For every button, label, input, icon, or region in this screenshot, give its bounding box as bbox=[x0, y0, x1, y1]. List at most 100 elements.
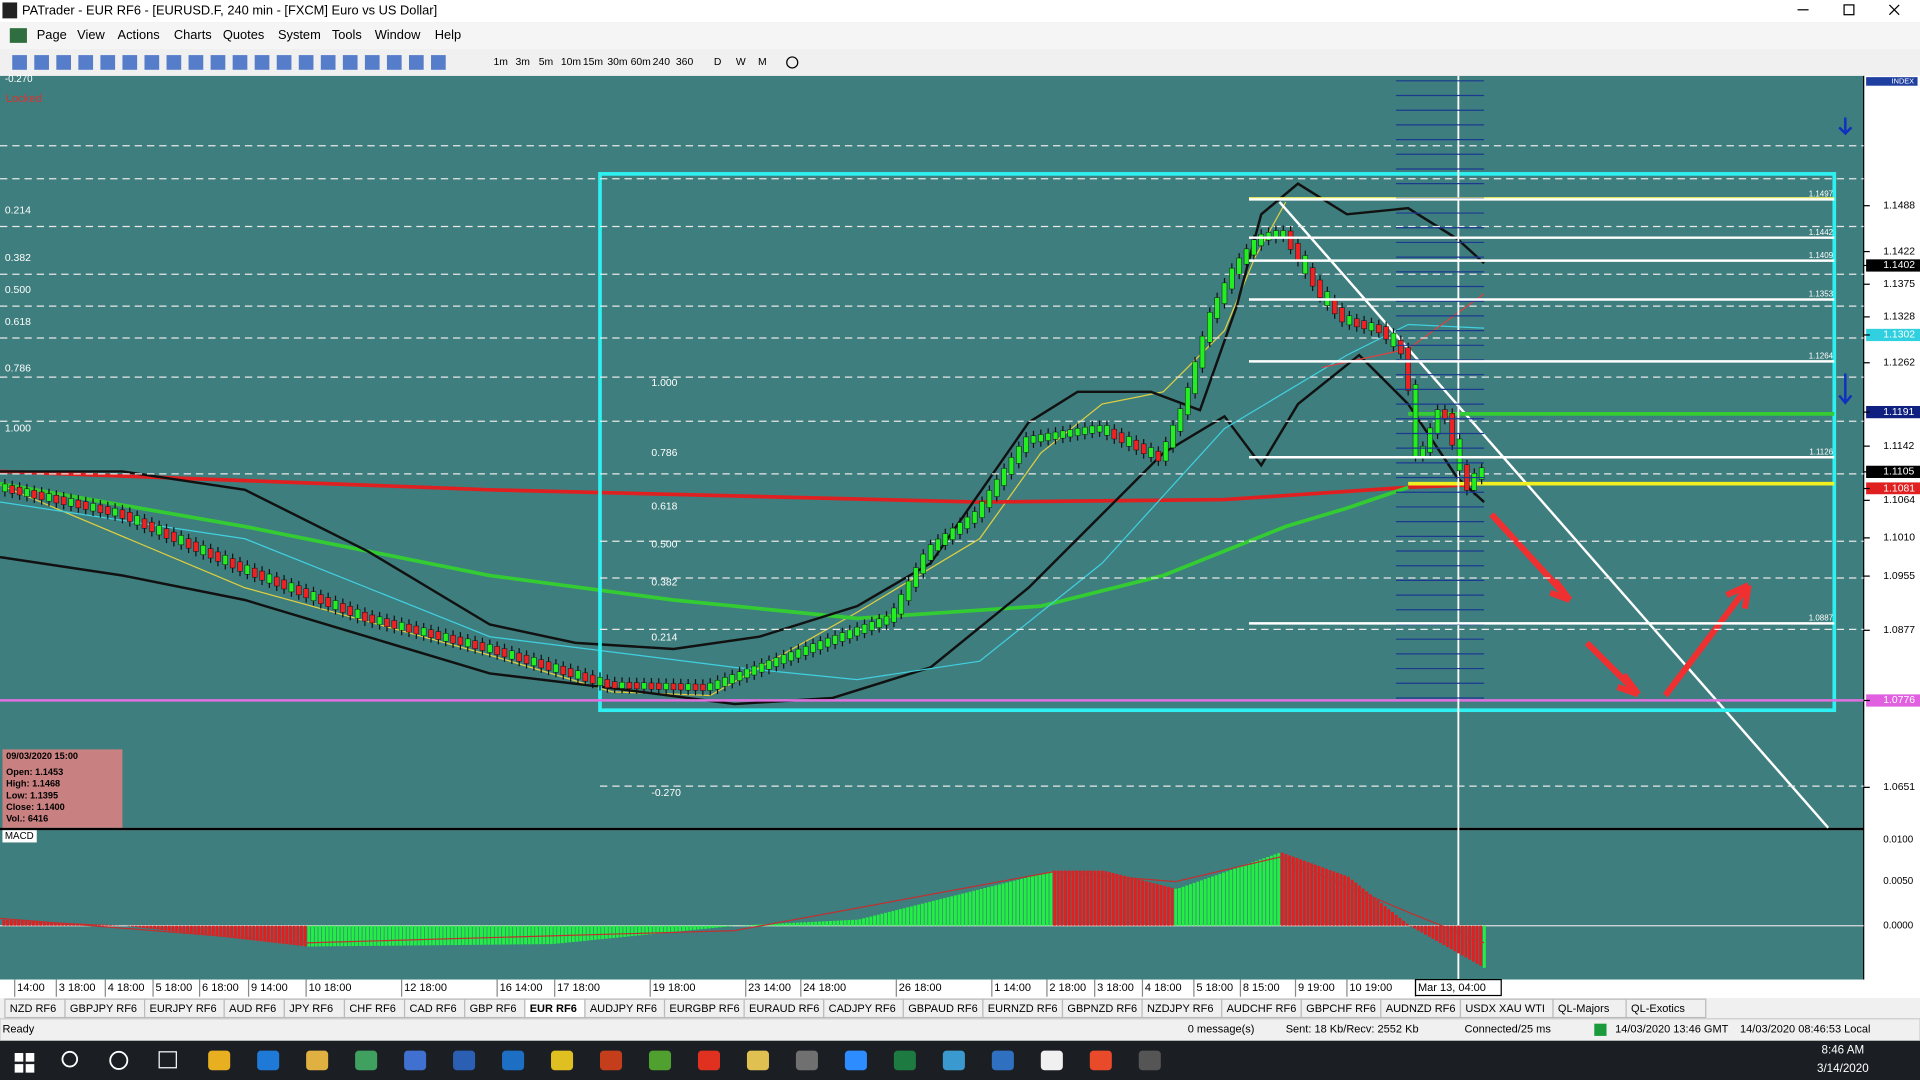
tool-button[interactable] bbox=[276, 55, 292, 70]
taskbar-app[interactable] bbox=[257, 1050, 280, 1071]
tool-button[interactable] bbox=[364, 55, 380, 70]
menu-item[interactable]: System bbox=[278, 27, 321, 42]
taskbar-app[interactable] bbox=[355, 1050, 378, 1071]
timeframe-button[interactable]: 15m bbox=[583, 57, 603, 68]
tab-label[interactable]: CADJPY RF6 bbox=[829, 1003, 896, 1015]
tool-button[interactable] bbox=[210, 55, 226, 70]
tab-label[interactable]: NZD RF6 bbox=[10, 1003, 57, 1015]
tool-button[interactable] bbox=[34, 55, 49, 70]
tab-label[interactable]: GBPNZD RF6 bbox=[1067, 1003, 1137, 1015]
timeframe-button[interactable]: 30m bbox=[607, 57, 627, 68]
menu-item[interactable]: Actions bbox=[118, 27, 160, 42]
taskbar-app[interactable] bbox=[600, 1050, 623, 1071]
taskbar-app[interactable] bbox=[1138, 1050, 1161, 1071]
tool-button[interactable] bbox=[431, 55, 446, 70]
tab-label[interactable]: AUD RF6 bbox=[229, 1003, 276, 1015]
tab-label[interactable]: JPY RF6 bbox=[289, 1003, 333, 1015]
tool-button[interactable] bbox=[298, 55, 314, 70]
tool-button[interactable] bbox=[100, 55, 116, 70]
candle bbox=[722, 677, 728, 687]
menu-item[interactable]: Charts bbox=[174, 27, 212, 42]
timeframe-button[interactable]: 5m bbox=[539, 57, 553, 68]
tab-label[interactable]: AUDJPY RF6 bbox=[590, 1003, 657, 1015]
macd-bar bbox=[557, 925, 561, 944]
taskbar-app[interactable] bbox=[893, 1050, 916, 1071]
tool-button[interactable] bbox=[342, 55, 358, 70]
taskbar-app[interactable] bbox=[1040, 1050, 1063, 1071]
macd-bar bbox=[1361, 888, 1365, 926]
tool-button[interactable] bbox=[232, 55, 248, 70]
tab-label[interactable]: GBPAUD RF6 bbox=[908, 1003, 978, 1015]
tab-label[interactable]: QL-Exotics bbox=[1631, 1003, 1685, 1015]
tool-button[interactable] bbox=[144, 55, 160, 70]
tab[interactable] bbox=[1625, 998, 1707, 1019]
timeframe-button[interactable]: 360 bbox=[676, 57, 694, 68]
close-button[interactable] bbox=[1888, 4, 1900, 16]
menu-item[interactable]: Quotes bbox=[223, 27, 264, 42]
tool-button[interactable] bbox=[386, 55, 402, 70]
taskbar-app[interactable] bbox=[502, 1050, 525, 1071]
tool-button[interactable] bbox=[122, 55, 138, 70]
tab-label[interactable]: CHF RF6 bbox=[349, 1003, 396, 1015]
tab-label[interactable]: GBPCHF RF6 bbox=[1306, 1003, 1376, 1015]
tab-label[interactable]: USDX XAU WTI bbox=[1465, 1003, 1545, 1015]
search-button[interactable] bbox=[61, 1050, 79, 1068]
taskbar-app[interactable] bbox=[551, 1050, 574, 1071]
tool-button[interactable] bbox=[188, 55, 204, 70]
timeframe-button[interactable]: 10m bbox=[561, 57, 581, 68]
cortana-button[interactable] bbox=[109, 1050, 129, 1070]
timeframe-button[interactable]: 240 bbox=[653, 57, 671, 68]
tool-button[interactable] bbox=[78, 55, 94, 70]
menu-item[interactable]: Tools bbox=[332, 27, 362, 42]
tab-label[interactable]: EUR RF6 bbox=[530, 1003, 577, 1015]
tool-button[interactable] bbox=[408, 55, 424, 70]
timeframe-button[interactable]: W bbox=[736, 57, 746, 68]
macd-bar bbox=[678, 925, 682, 932]
taskbar-app[interactable] bbox=[746, 1050, 769, 1071]
start-button[interactable] bbox=[14, 1053, 35, 1073]
taskbar-app[interactable] bbox=[648, 1050, 672, 1071]
menu-item[interactable]: Window bbox=[375, 27, 421, 42]
macd-bar bbox=[480, 925, 483, 945]
tab-label[interactable]: EURNZD RF6 bbox=[988, 1003, 1058, 1015]
macd-bar bbox=[1383, 906, 1387, 926]
candle bbox=[1427, 427, 1433, 453]
tool-button[interactable] bbox=[166, 55, 182, 70]
taskbar-app[interactable] bbox=[942, 1050, 965, 1071]
tool-button[interactable] bbox=[56, 55, 72, 70]
tab-label[interactable]: EURAUD RF6 bbox=[749, 1003, 819, 1015]
tab-label[interactable]: EURJPY RF6 bbox=[150, 1003, 217, 1015]
tool-button[interactable] bbox=[12, 55, 27, 70]
menu-item[interactable]: View bbox=[77, 27, 105, 42]
tab-label[interactable]: EURGBP RF6 bbox=[669, 1003, 739, 1015]
taskbar-app[interactable] bbox=[306, 1050, 329, 1071]
task-view[interactable] bbox=[158, 1051, 177, 1069]
tab-label[interactable]: AUDNZD RF6 bbox=[1386, 1003, 1456, 1015]
tab-label[interactable]: NZDJPY RF6 bbox=[1147, 1003, 1214, 1015]
tab-label[interactable]: GBPJPY RF6 bbox=[70, 1003, 137, 1015]
taskbar-app[interactable] bbox=[208, 1050, 231, 1071]
clock-button[interactable] bbox=[786, 56, 799, 69]
timeframe-button[interactable]: 1m bbox=[493, 57, 507, 68]
taskbar-app[interactable] bbox=[795, 1050, 818, 1071]
taskbar-app[interactable] bbox=[404, 1050, 427, 1071]
timeframe-button[interactable]: D bbox=[714, 57, 722, 68]
taskbar-app[interactable] bbox=[1089, 1050, 1112, 1071]
timeframe-button[interactable]: 60m bbox=[631, 57, 651, 68]
tool-button[interactable] bbox=[320, 55, 336, 70]
taskbar-app[interactable] bbox=[453, 1050, 476, 1071]
restore-button[interactable] bbox=[1843, 4, 1855, 16]
timeframe-button[interactable]: M bbox=[758, 57, 767, 68]
tab-label[interactable]: GBP RF6 bbox=[470, 1003, 517, 1015]
taskbar-app[interactable] bbox=[697, 1050, 720, 1071]
candle bbox=[663, 683, 669, 690]
tab-label[interactable]: QL-Majors bbox=[1558, 1003, 1610, 1015]
tab-label[interactable]: AUDCHF RF6 bbox=[1227, 1003, 1297, 1015]
taskbar-app[interactable] bbox=[991, 1050, 1014, 1071]
taskbar-app[interactable] bbox=[844, 1050, 867, 1071]
menu-item[interactable]: Help bbox=[435, 27, 461, 42]
tool-button[interactable] bbox=[254, 55, 270, 70]
tab-label[interactable]: CAD RF6 bbox=[409, 1003, 456, 1015]
menu-item[interactable]: Page bbox=[37, 27, 67, 42]
timeframe-button[interactable]: 3m bbox=[516, 57, 530, 68]
